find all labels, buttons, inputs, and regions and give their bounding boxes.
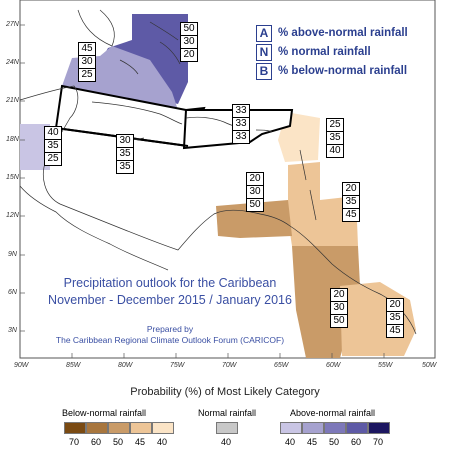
colorbar-value-above: 40 xyxy=(285,437,296,447)
colorbar-swatch-below xyxy=(108,422,130,434)
legend-key-normal: N xyxy=(256,44,272,61)
region-abc xyxy=(216,200,292,238)
prob-above: 33 xyxy=(233,105,249,118)
prob-above: 20 xyxy=(247,173,263,186)
lon-tick: 70W xyxy=(222,362,237,369)
colorbar-value-above: 60 xyxy=(351,437,362,447)
colorbar-swatch-above xyxy=(368,422,390,434)
below-normal-label: Below-normal rainfall xyxy=(62,408,147,418)
region-windward xyxy=(288,162,358,246)
lat-tick: 24N xyxy=(6,59,19,66)
lat-tick: 9N xyxy=(8,251,17,258)
prob-box-french-guiana: 20 35 45 xyxy=(386,298,404,338)
prob-above: 20 xyxy=(343,183,359,196)
colorbar-value-below: 50 xyxy=(113,437,124,447)
colorbar-swatch-above xyxy=(280,422,302,434)
region-belize xyxy=(20,124,50,170)
prob-above: 50 xyxy=(181,23,197,36)
lon-tick: 85W xyxy=(66,362,81,369)
colorbar-swatch-below xyxy=(86,422,108,434)
prob-above: 45 xyxy=(79,43,95,56)
above-normal-label: Above-normal rainfall xyxy=(290,408,376,418)
colorbar-swatch-below xyxy=(64,422,86,434)
prob-below: 45 xyxy=(389,325,401,336)
colorbar-swatch-normal xyxy=(216,422,238,434)
lat-tick: 12N xyxy=(6,212,19,219)
prob-normal: 30 xyxy=(247,186,263,199)
colorbar-swatch-above xyxy=(302,422,324,434)
legend-label-below: % below-normal rainfall xyxy=(278,65,408,77)
colorbar-value-above: 70 xyxy=(373,437,384,447)
prob-below: 25 xyxy=(47,153,59,164)
colorbar-value-normal: 40 xyxy=(221,437,232,447)
legend-label-above: % above-normal rainfall xyxy=(278,27,408,39)
colorbar-value-below: 60 xyxy=(91,437,102,447)
colorbar-value-above: 50 xyxy=(329,437,340,447)
prob-normal: 35 xyxy=(387,312,403,325)
lon-tick: 90W xyxy=(14,362,29,369)
map-title-line1: Precipitation outlook for the Caribbean xyxy=(63,276,277,290)
lon-tick: 55W xyxy=(378,362,393,369)
map-title-line2: November - December 2015 / January 2016 xyxy=(48,293,292,307)
colorbar-swatch-below xyxy=(130,422,152,434)
prepared-by: Prepared by xyxy=(146,324,194,334)
legend-key-below: B xyxy=(256,63,272,80)
prob-box-guyana: 20 30 50 xyxy=(330,288,348,328)
prob-box-leeward: 25 35 40 xyxy=(326,118,344,158)
normal-label: Normal rainfall xyxy=(198,408,257,418)
prob-box-cuba-jamaica: 30 35 35 xyxy=(116,134,134,174)
prob-normal: 30 xyxy=(181,36,197,49)
colorbar-title: Probability (%) of Most Likely Category xyxy=(130,386,320,398)
lat-tick: 3N xyxy=(8,327,17,334)
prob-below: 50 xyxy=(333,315,345,326)
colorbar-value-below: 45 xyxy=(135,437,146,447)
legend-label-normal: % normal rainfall xyxy=(278,46,371,58)
prob-below: 45 xyxy=(345,209,357,220)
colorbar-value-below: 70 xyxy=(69,437,80,447)
lat-tick: 21N xyxy=(6,97,19,104)
lat-tick: 6N xyxy=(8,289,17,296)
prob-box-belize: 40 35 25 xyxy=(44,126,62,166)
prob-normal: 35 xyxy=(343,196,359,209)
lon-tick: 80W xyxy=(118,362,133,369)
axis-ticks xyxy=(20,24,385,358)
lat-tick: 18N xyxy=(6,136,19,143)
legend-key-above: A xyxy=(256,25,272,42)
prob-normal: 30 xyxy=(79,56,95,69)
prob-box-hispaniola: 33 33 33 xyxy=(232,104,250,144)
lon-tick: 65W xyxy=(274,362,289,369)
colorbar-value-above: 45 xyxy=(307,437,318,447)
prob-box-bahamas-cuba: 45 30 25 xyxy=(78,42,96,82)
forum-name: The Caribbean Regional Climate Outlook F… xyxy=(55,335,285,345)
prob-normal: 35 xyxy=(117,148,133,161)
prob-above: 20 xyxy=(387,299,403,312)
prob-above: 25 xyxy=(327,119,343,132)
prob-normal: 35 xyxy=(327,132,343,145)
prob-below: 25 xyxy=(81,69,93,80)
lat-tick: 15N xyxy=(6,174,19,181)
prob-box-bahamas-north: 50 30 20 xyxy=(180,22,198,62)
prob-below: 50 xyxy=(249,199,261,210)
prob-normal: 35 xyxy=(45,140,61,153)
colorbar-swatch-below xyxy=(152,422,174,434)
prob-above: 30 xyxy=(117,135,133,148)
prob-normal: 30 xyxy=(331,302,347,315)
prob-above: 40 xyxy=(45,127,61,140)
prob-below: 35 xyxy=(119,161,131,172)
prob-below: 33 xyxy=(235,131,247,142)
prob-box-abc: 20 30 50 xyxy=(246,172,264,212)
lat-tick: 27N xyxy=(6,21,19,28)
colorbar-value-below: 40 xyxy=(157,437,168,447)
lon-tick: 75W xyxy=(170,362,185,369)
lon-tick: 50W xyxy=(422,362,437,369)
prob-above: 20 xyxy=(331,289,347,302)
prob-normal: 33 xyxy=(233,118,249,131)
colorbar-swatch-above xyxy=(346,422,368,434)
prob-below: 40 xyxy=(329,145,341,156)
prob-box-windward: 20 35 45 xyxy=(342,182,360,222)
prob-below: 20 xyxy=(183,49,195,60)
colorbar-swatch-above xyxy=(324,422,346,434)
lon-tick: 60W xyxy=(326,362,341,369)
